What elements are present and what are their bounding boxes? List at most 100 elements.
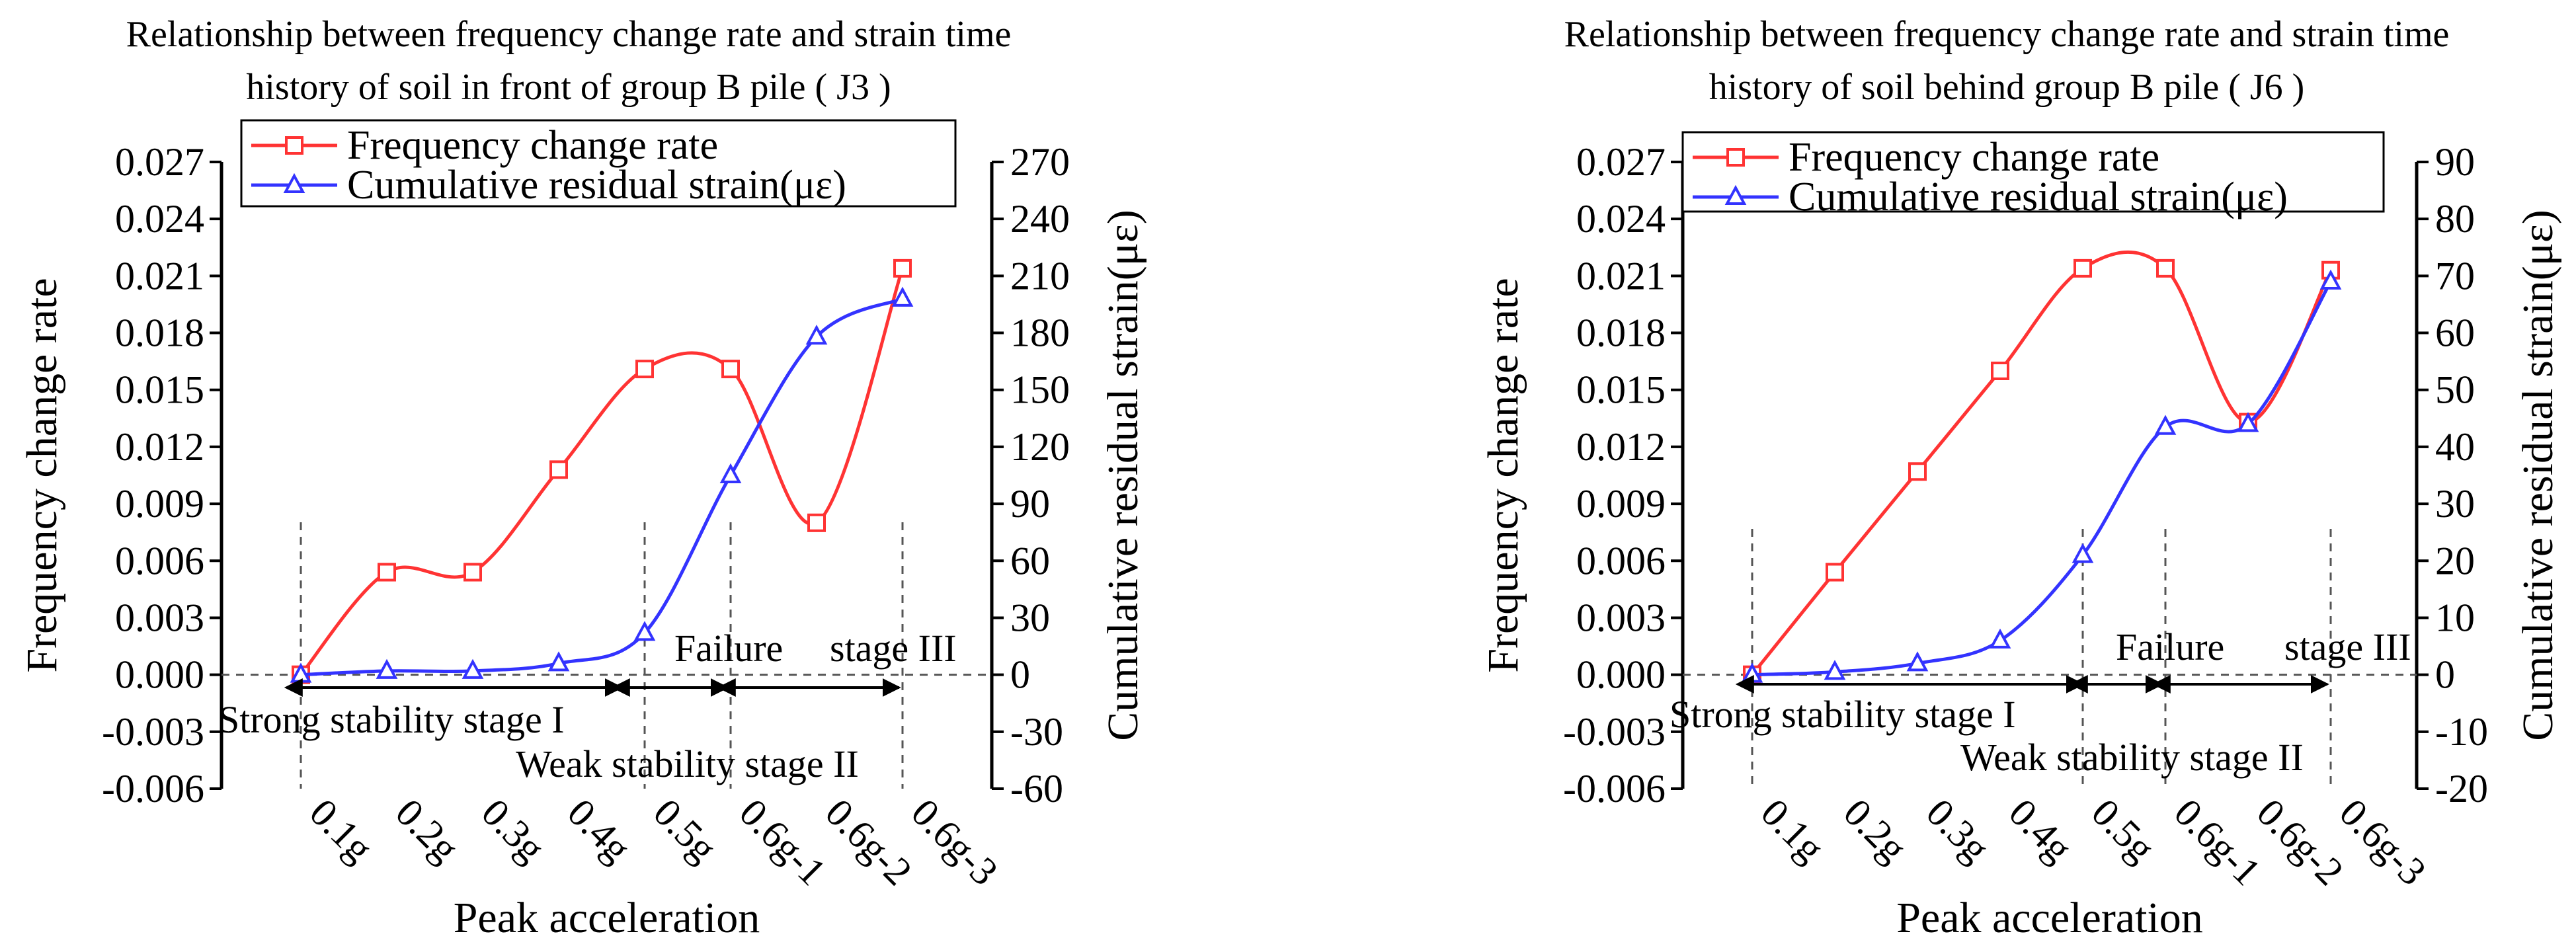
frequency-point	[893, 258, 912, 278]
chart-title-line: Relationship between frequency change ra…	[1564, 14, 2450, 55]
right-tick-label: 210	[1010, 254, 1070, 297]
strain-point	[633, 621, 656, 641]
frequency-point	[549, 460, 568, 479]
right-tick-label: 270	[1010, 140, 1070, 184]
right-tick-label: 0	[2435, 653, 2455, 697]
right-y-axis-title: Cumulative residual strain(με)	[1099, 210, 1147, 741]
x-category-label: 0.2g	[1835, 791, 1915, 871]
chart-title-line: Relationship between frequency change ra…	[126, 14, 1012, 55]
left-tick-label: -0.003	[102, 710, 204, 754]
right-y-axis-title: Cumulative residual strain(με)	[2514, 210, 2562, 741]
left-tick-label: 0.015	[115, 368, 204, 412]
strain-point	[547, 651, 570, 672]
right-tick-label: 50	[2435, 368, 2475, 412]
left-tick-label: 0.009	[115, 482, 204, 526]
left-tick-label: 0.003	[1576, 596, 1666, 639]
legend-box	[1681, 131, 2385, 213]
stage-label: Weak stability stage II	[516, 742, 859, 785]
x-category-label: 0.1g	[1753, 791, 1833, 871]
stage-label: Strong stability stage I	[218, 698, 565, 741]
frequency-point	[2156, 258, 2175, 278]
frequency-point	[1826, 563, 1844, 582]
x-category-label: 0.3g	[473, 791, 553, 871]
left-tick-label: 0.012	[1576, 425, 1666, 469]
x-category-label: 0.2g	[387, 791, 467, 871]
left-tick-label: 0.000	[115, 653, 204, 697]
left-tick-label: 0.006	[115, 539, 204, 582]
frequency-point	[635, 360, 654, 379]
legend-label: Cumulative residual strain(με)	[347, 163, 846, 208]
frequency-point	[807, 513, 826, 532]
right-tick-label: 240	[1010, 197, 1070, 241]
legend-marker-triangle	[1724, 184, 1747, 205]
left-tick-label: 0.021	[115, 254, 204, 297]
legend-label: Frequency change rate	[347, 123, 718, 168]
right-tick-label: -60	[1010, 767, 1063, 811]
left-tick-label: 0.000	[1576, 653, 1666, 697]
left-tick-label: 0.018	[1576, 311, 1666, 355]
left-tick-label: 0.027	[115, 140, 204, 184]
left-tick-label: 0.009	[1576, 482, 1666, 526]
frequency-point	[1991, 362, 2009, 380]
right-tick-label: 0	[1010, 653, 1030, 697]
x-axis-title: Peak acceleration	[454, 894, 760, 942]
strain-point	[2154, 415, 2177, 435]
strain-point	[462, 658, 484, 679]
legend-box	[240, 119, 957, 208]
left-tick-label: 0.027	[1576, 140, 1666, 184]
legend-marker-triangle	[283, 173, 305, 193]
strain-point	[1989, 628, 2011, 649]
x-category-label: 0.4g	[559, 791, 639, 871]
frequency-point	[463, 563, 482, 582]
right-tick-label: 10	[2435, 596, 2475, 639]
series-line-strain	[1751, 280, 2333, 677]
stage-label: stage III	[830, 627, 957, 670]
right-tick-label: 120	[1010, 425, 1070, 469]
left-tick-label: 0.018	[115, 311, 204, 355]
left-tick-label: 0.003	[115, 596, 204, 639]
x-category-label: 0.6g-3	[903, 791, 1006, 894]
legend-marker-square	[1726, 148, 1745, 167]
left-tick-label: -0.003	[1563, 710, 1666, 754]
strain-point	[2319, 269, 2342, 290]
right-tick-label: 20	[2435, 539, 2475, 582]
chart-title-line: history of soil behind group B pile ( J6…	[1709, 67, 2305, 108]
strain-point	[1906, 651, 1929, 672]
frequency-point	[1908, 462, 1927, 481]
left-tick-label: 0.012	[115, 425, 204, 469]
left-tick-label: 0.015	[1576, 368, 1666, 412]
x-category-label: 0.4g	[2001, 791, 2081, 871]
right-tick-label: -20	[2435, 767, 2488, 811]
series-line-frequency	[300, 268, 905, 676]
right-tick-label: 80	[2435, 197, 2475, 241]
x-category-label: 0.6g-2	[2249, 791, 2352, 894]
strain-point	[805, 325, 828, 345]
right-tick-label: 90	[2435, 140, 2475, 184]
left-tick-label: 0.024	[1576, 197, 1666, 241]
x-axis-title: Peak acceleration	[1896, 894, 2203, 942]
stage-label: Strong stability stage I	[1670, 693, 2016, 736]
right-tick-label: 60	[1010, 539, 1050, 582]
chart-title-line: history of soil in front of group B pile…	[246, 67, 891, 108]
stage-label: Failure	[2116, 625, 2224, 668]
x-category-label: 0.5g	[645, 791, 725, 871]
right-tick-label: 60	[2435, 311, 2475, 355]
left-tick-label: 0.024	[115, 197, 204, 241]
right-tick-label: -30	[1010, 710, 1063, 754]
x-category-label: 0.6g-2	[817, 791, 920, 894]
x-category-label: 0.6g-1	[2166, 791, 2269, 894]
strain-point	[2072, 543, 2094, 563]
x-category-label: 0.1g	[302, 791, 382, 871]
x-category-label: 0.3g	[1918, 791, 1998, 871]
left-y-axis-title: Frequency change rate	[18, 278, 66, 672]
left-tick-label: 0.006	[1576, 539, 1666, 582]
right-tick-label: 90	[1010, 482, 1050, 526]
right-tick-label: 70	[2435, 254, 2475, 297]
x-category-label: 0.5g	[2083, 791, 2163, 871]
x-category-label: 0.6g-3	[2331, 791, 2435, 894]
stage-label: stage III	[2284, 625, 2411, 668]
legend-label: Cumulative residual strain(με)	[1789, 175, 2288, 219]
